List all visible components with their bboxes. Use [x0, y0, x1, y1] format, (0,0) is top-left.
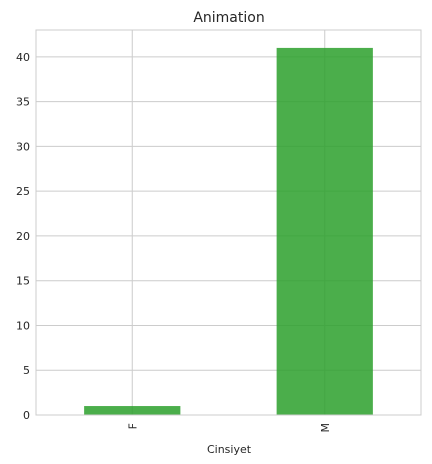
plot-border	[35, 29, 422, 416]
bar-M	[276, 47, 373, 415]
x-axis-label: Cinsiyet	[207, 443, 252, 456]
bars	[84, 47, 373, 415]
y-tick-label: 15	[16, 275, 30, 288]
y-tick-label: 40	[16, 51, 30, 64]
y-tick-label: 35	[16, 96, 30, 109]
y-tick-label: 10	[16, 319, 30, 332]
y-tick-label: 25	[16, 185, 30, 198]
y-tick-label: 30	[16, 140, 30, 153]
chart-title: Animation	[193, 10, 264, 26]
y-tick-label: 0	[23, 409, 30, 422]
y-tick-label: 5	[23, 364, 30, 377]
y-tick-label: 20	[16, 230, 30, 243]
bar-F	[84, 406, 181, 415]
x-tick-label: F	[126, 423, 139, 429]
plot-frame	[35, 29, 422, 416]
x-tick-label: M	[319, 423, 332, 433]
y-axis: 0 5 10 15 20 25 30 35 40	[16, 51, 30, 422]
